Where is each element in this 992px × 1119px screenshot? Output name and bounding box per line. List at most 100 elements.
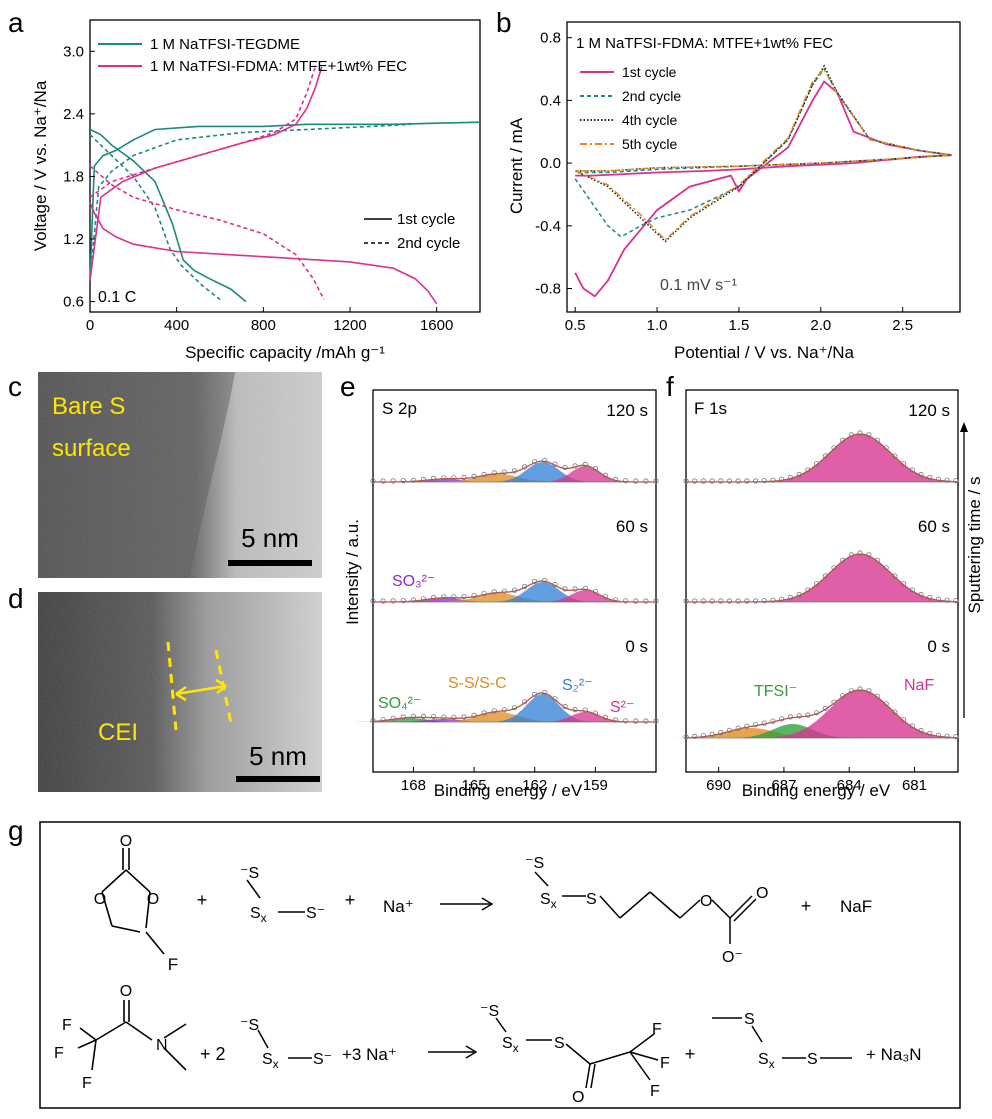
chart-e-peak-0-S2 [482, 462, 604, 482]
chart-e-datapoint [633, 718, 639, 724]
chart-f-datapoint [927, 730, 933, 737]
scheme-frame [39, 821, 961, 1109]
chart-f-datapoint [822, 573, 828, 579]
chart-e-xlabel: Binding energy / eV [434, 781, 583, 800]
chart-b-xtick-label-4: 2.5 [892, 317, 913, 334]
chart-e-datapoint [552, 581, 558, 588]
chart-e-datapoint [521, 464, 528, 470]
chart-a-series-2 [89, 134, 221, 301]
chart-e-datapoint [612, 597, 619, 603]
chart-e-datapoint [410, 713, 416, 719]
chart-e-peak-2-SO3 [383, 719, 505, 722]
chart-e-datapoint [481, 471, 487, 478]
chart-f-datapoint [822, 705, 828, 712]
chart-f-datapoint [683, 734, 689, 740]
chart-e-datapoint [441, 714, 447, 720]
chart-f-datapoint [805, 467, 811, 473]
chart-a-ytick-label-0: 0.6 [63, 294, 84, 311]
chart-e-datapoint [491, 589, 497, 595]
chart-e-datapoint [521, 583, 528, 590]
chart-f-datapoint [787, 594, 794, 601]
product-r1-O3: O⁻ [722, 949, 743, 966]
chart-e-datapoint [370, 598, 376, 604]
chart-b-series-2 [574, 64, 952, 243]
chart-f-datapoint [918, 727, 924, 734]
chart-f-datapoint [752, 598, 759, 604]
chart-a-series-0 [89, 128, 247, 303]
chart-f-peak-0-NaF [773, 434, 948, 482]
chart-e-datapoint [562, 586, 568, 592]
chart-e-time-1: 60 s [616, 517, 648, 536]
chart-e-peak-0-SO3 [383, 479, 505, 482]
chart-f-datapoint [831, 699, 837, 705]
chart-e-datapoint [592, 588, 599, 595]
chart-e-datapoint [542, 457, 548, 463]
panel-label-e: e [340, 371, 356, 402]
chart-f-peak-2-TFSI [664, 728, 839, 738]
chart-e-datapoint [451, 714, 457, 720]
chart-f-datapoint [779, 716, 785, 722]
chart-e-peak-label-s2: S₂²⁻ [562, 677, 593, 694]
chart-f-datapoint [900, 717, 907, 723]
chart-e-datapoint [633, 598, 639, 604]
chart-e-datapoint [501, 469, 507, 475]
chart-b-xtick-label-3: 2.0 [810, 317, 831, 334]
chart-e-datapoint [572, 463, 578, 469]
chart-f-datapoint [935, 732, 942, 738]
chart-e-xtick-label-1: 165 [462, 777, 487, 794]
chart-f-datapoint [700, 598, 707, 604]
chart-a-series-4 [89, 202, 438, 305]
chart-f-datapoint [744, 478, 750, 484]
chart-a-ytick-label-3: 2.4 [63, 106, 84, 123]
chart-e-datapoint [471, 473, 477, 479]
tem-c-label-line1: Bare S [52, 393, 125, 420]
chart-f-datapoint [735, 478, 741, 484]
chart-b-xtick-label-2: 1.5 [729, 317, 750, 334]
tem-d-scale-bar [236, 776, 320, 782]
chart-e-datapoint [410, 477, 416, 483]
chart-f-datapoint [761, 478, 767, 484]
chart-e-ylabel: Intensity / a.u. [343, 519, 362, 625]
chart-b-ytick-label-1: -0.4 [535, 218, 561, 235]
chart-e-title: S 2p [382, 399, 417, 418]
chart-e-datapoint [623, 718, 629, 724]
chart-a-series-3 [89, 123, 411, 281]
chart-f-datapoint [857, 550, 863, 556]
chart-f-xtick-label-3: 681 [902, 777, 927, 794]
chart-f-datapoint [735, 598, 741, 604]
methyl-polysulfide-S1: S [744, 1011, 755, 1028]
chart-f-peak-2-TFSI2 [705, 724, 880, 738]
chart-f-datapoint [718, 478, 724, 484]
product-r1-O1: O [700, 893, 712, 910]
chart-e-datapoint [501, 588, 507, 594]
panel-label-d: d [8, 583, 24, 614]
chart-e-datapoint [602, 472, 609, 478]
chart-b-title: 1 M NaTFSI-FDMA: MTFE+1wt% FEC [576, 35, 833, 52]
fec-atom-O-right: O [147, 891, 159, 908]
chart-e-datapoint [542, 689, 548, 695]
chart-e-datapoint [451, 594, 457, 600]
chart-f-datapoint [709, 598, 715, 604]
panel-label-c: c [8, 371, 22, 402]
chart-a-ytick-label-4: 3.0 [63, 43, 84, 60]
chart-e-datapoint [400, 714, 406, 720]
chart-e-time-2: 0 s [625, 637, 648, 656]
chart-f-datapoint [813, 710, 820, 716]
chart-a-style-legend-0: 1st cycle [397, 211, 455, 228]
chart-f-datapoint [892, 453, 898, 459]
chart-f-datapoint [953, 478, 959, 484]
scheme-r1-plus-2: + [345, 890, 356, 910]
chart-e: 168 165 162 159 S 2p 120 s 60 s 0 s SO₃²⁻ S… [343, 389, 659, 800]
chart-e-datapoint [430, 714, 437, 720]
chart-e-peak-label-ss: S-S/S-C [448, 675, 507, 692]
chart-e-peak-2-S2 [482, 694, 604, 722]
chart-f-xtick-label-2: 684 [837, 777, 862, 794]
chart-f-datapoint [840, 557, 846, 563]
chart-e-datapoint [602, 594, 609, 600]
chart-a-legend-0: 1 M NaTFSI-TEGDME [150, 36, 300, 53]
chart-f-datapoint [813, 461, 820, 467]
chart-a-legend-1: 1 M NaTFSI-FDMA: MTFE+1wt% FEC [150, 58, 407, 75]
chart-e-datapoint [643, 718, 649, 724]
chart-e-time-0: 120 s [606, 401, 648, 420]
panel-label-f: f [666, 371, 674, 402]
